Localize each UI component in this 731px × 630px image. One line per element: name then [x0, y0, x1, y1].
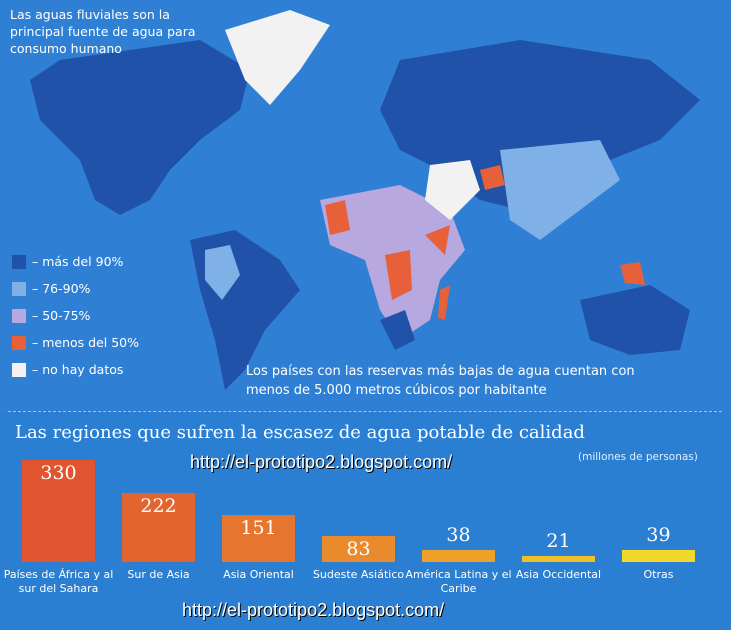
value-label: 151 — [240, 517, 277, 540]
x-tick-label: Asia Occidental — [515, 568, 602, 581]
australia — [580, 285, 690, 355]
x-tick-label: Sur de Asia — [127, 568, 190, 581]
legend-item: – menos del 50% — [12, 329, 139, 356]
middle-east — [425, 160, 480, 220]
value-label: 38 — [446, 524, 471, 547]
legend-item: – 50-75% — [12, 302, 139, 329]
asia-region — [500, 140, 620, 240]
x-tick-label: Países de África y al sur del Sahara — [3, 568, 114, 595]
map-legend: – más del 90% – 76-90% – 50-75% – menos del… — [12, 248, 139, 383]
bar — [322, 536, 395, 562]
map-intro: Las aguas fluviales son la principal fue… — [10, 7, 196, 56]
bar — [522, 555, 595, 562]
legend-label: – menos del 50% — [32, 335, 140, 350]
x-tick-label: Asia Oriental — [223, 568, 294, 581]
south-america-region — [205, 245, 240, 300]
chart-subtitle: (millones de personas) — [578, 451, 698, 463]
value-label: 222 — [140, 495, 177, 518]
map-note: Los países con las reservas más bajas de… — [246, 364, 635, 398]
africa-low — [325, 200, 450, 320]
bar — [22, 460, 95, 562]
value-label: 21 — [546, 529, 571, 552]
value-label: 83 — [346, 538, 371, 561]
x-tick-label: América Latina y el Caribe — [405, 568, 512, 595]
x-tick-label: Otras — [643, 568, 674, 581]
legend-swatch — [12, 281, 26, 296]
legend-label: – 50-75% — [32, 308, 91, 323]
chart-title: Las regiones que sufren la escasez de ag… — [15, 422, 585, 443]
legend-swatch — [12, 362, 26, 377]
legend-label: – más del 90% — [32, 254, 124, 269]
legend-item: – 76-90% — [12, 275, 139, 302]
bar — [622, 549, 695, 562]
value-label: 330 — [40, 462, 77, 484]
separator — [8, 411, 722, 412]
bar — [222, 515, 295, 562]
legend-swatch — [12, 254, 26, 269]
watermark-url: http://el-prototipo2.blogspot.com/ — [190, 452, 453, 472]
bar — [122, 493, 195, 562]
legend-item: – más del 90% — [12, 248, 139, 275]
legend-item: – no hay datos — [12, 356, 139, 383]
legend-swatch — [12, 308, 26, 323]
watermark-url: http://el-prototipo2.blogspot.com/ — [182, 600, 445, 620]
legend-label: – no hay datos — [32, 362, 124, 377]
asia-low — [480, 165, 645, 285]
legend-swatch — [12, 335, 26, 350]
bar — [422, 550, 495, 562]
southern-africa — [380, 310, 415, 350]
legend-label: – 76-90% — [32, 281, 91, 296]
world-map — [30, 10, 700, 390]
x-tick-label: Sudeste Asiático — [312, 568, 405, 581]
value-label: 39 — [646, 523, 671, 546]
north-america — [30, 40, 250, 215]
greenland — [225, 10, 330, 105]
